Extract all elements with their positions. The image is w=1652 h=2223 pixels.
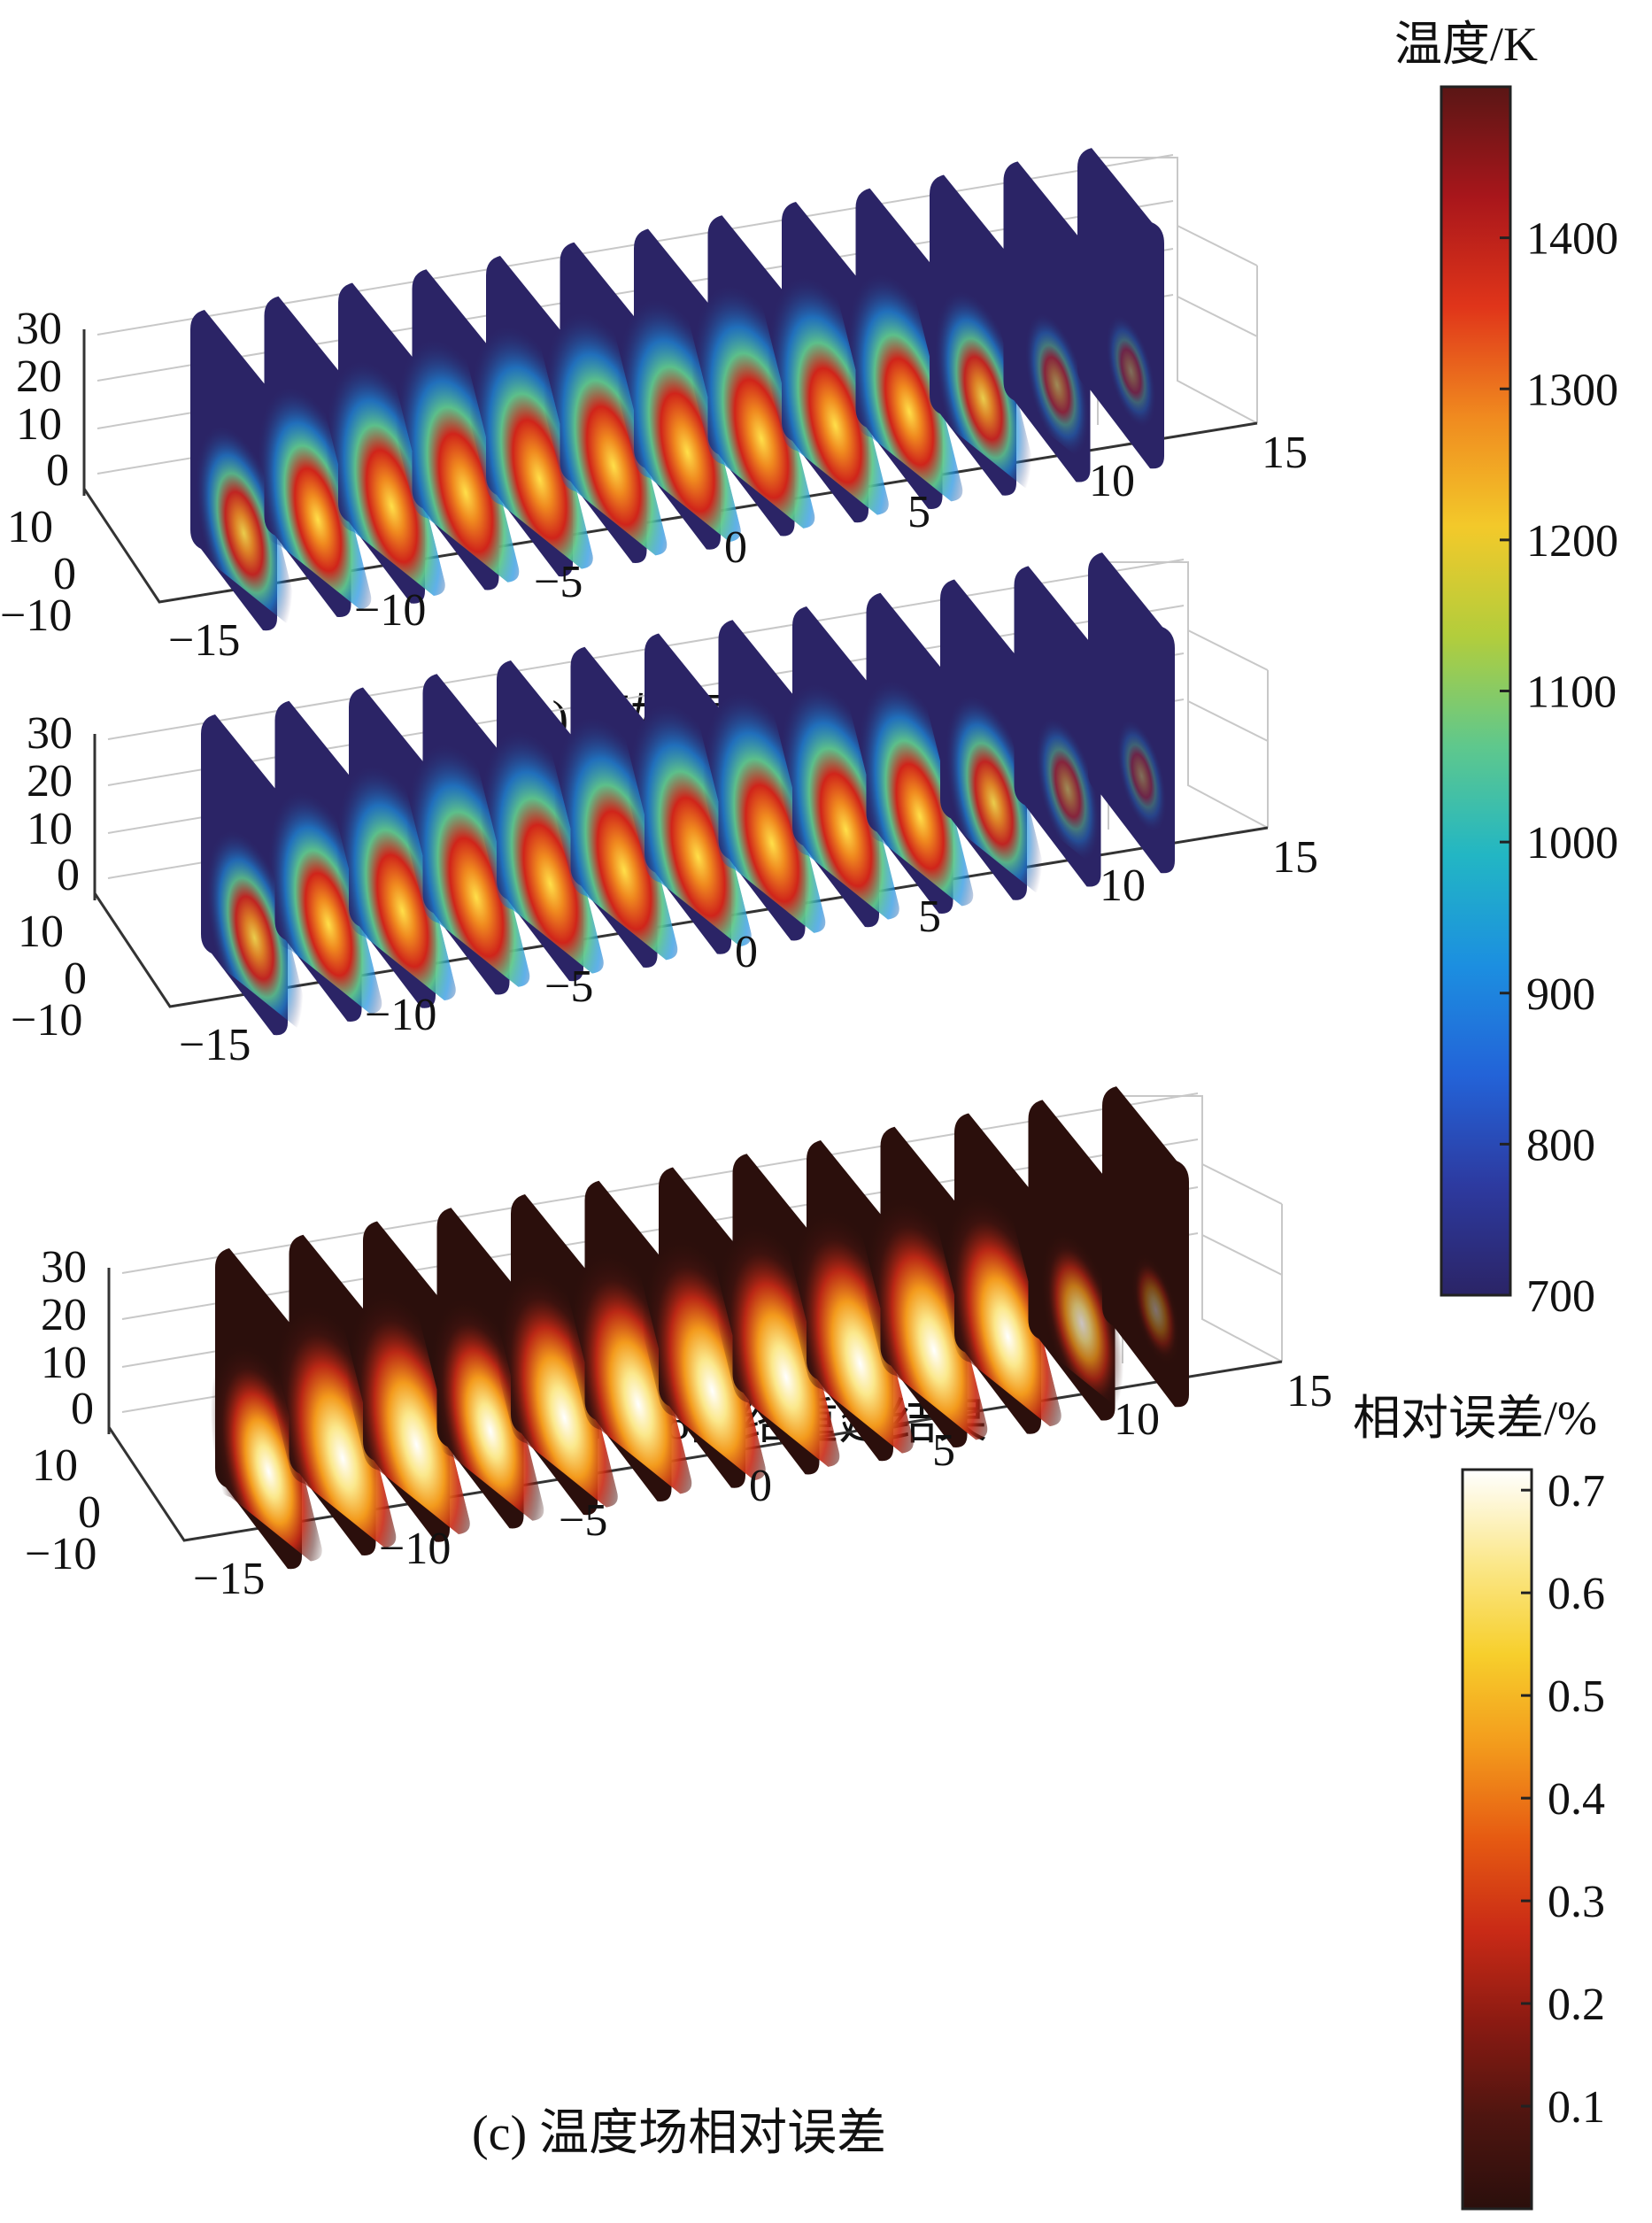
colorbar-tick-label: 0.3 [1548,1877,1605,1927]
x-tick-label: 10 [1089,456,1135,506]
slices [210,1086,1189,1579]
x-tick-label: −15 [193,1554,265,1604]
z-tick-label: 20 [27,756,73,807]
y-tick-label: 0 [64,953,87,1004]
z-tick-label: 30 [16,304,62,354]
slice-hotspot [1024,312,1090,458]
y-tick-label: 10 [7,502,53,552]
slice-hotspot [1116,719,1167,833]
x-tick-label: 5 [907,487,930,537]
x-tick-label: −15 [168,615,240,666]
colorbar-error: 相对误差/% 0.1 0.2 0.3 0.4 0.5 0.6 0.7 [1353,1392,1605,2211]
colorbar-temperature: 温度/K 700 800 900 1000 1100 1200 1300 1400 [1394,18,1618,1322]
x-tick-label: 15 [1272,832,1318,883]
colorbar-tick-label: 0.7 [1548,1466,1605,1517]
y-tick-label: −10 [11,995,82,1046]
x-tick-label: −5 [544,961,593,1012]
y-tick-label: 10 [32,1440,78,1491]
z-tick-label: 0 [57,850,80,900]
slice-hotspot [1035,716,1100,862]
x-tick-label: 5 [932,1425,955,1476]
x-tick-label: 15 [1286,1366,1332,1416]
colorbar-tick-label: 0.5 [1548,1671,1605,1722]
x-tick-label: 0 [724,522,747,573]
colorbar-title: 温度/K [1394,18,1538,71]
y-tick-label: 0 [53,549,76,599]
slice-13 [1102,1086,1189,1408]
z-tick-label: 0 [71,1384,94,1434]
colorbar-tick-label: 0.2 [1548,1980,1605,2030]
slice-hotspot [1131,1253,1181,1367]
colorbar-tick-label: 1200 [1526,516,1618,567]
slice-12 [1003,161,1091,482]
y-tick-label: −10 [25,1529,96,1579]
colorbar-tick-label: 1000 [1526,818,1618,868]
x-tick-label: 10 [1114,1394,1160,1445]
z-tick-label: 30 [41,1242,87,1293]
colorbar-tick-label: 700 [1526,1271,1595,1322]
x-tick-label: 5 [918,892,941,942]
x-tick-label: 10 [1100,861,1146,911]
colorbar-tick-label: 1400 [1526,214,1618,265]
z-tick-label: 20 [16,351,62,402]
slice-hotspot [1106,314,1156,428]
x-tick-label: −15 [179,1020,251,1070]
z-tick-label: 0 [46,445,69,496]
slices [190,148,1164,641]
z-tick-label: 10 [41,1338,87,1388]
colorbar-title: 相对误差/% [1353,1392,1597,1445]
x-tick-label: 0 [735,927,758,977]
slice-13 [1088,552,1175,874]
z-tick-label: 20 [41,1290,87,1340]
z-tick-label: 10 [16,399,62,450]
x-tick-label: −5 [534,557,583,607]
x-tick-label: −10 [379,1524,451,1574]
colorbar-tick-label: 0.4 [1548,1774,1605,1825]
x-tick-label: 15 [1262,428,1308,478]
z-tick-label: 30 [27,708,73,759]
colorbar-tick-label: 0.6 [1548,1569,1605,1619]
slice-13 [1077,148,1164,469]
panel-caption: (c) 温度场相对误差 [472,2106,886,2161]
colorbar-tick-label: 800 [1526,1120,1595,1170]
slice-12 [1014,566,1101,887]
y-tick-label: 0 [78,1487,101,1538]
slices [201,552,1175,1046]
x-tick-label: −10 [354,585,426,636]
x-tick-label: −5 [559,1495,607,1546]
colorbar-gradient [1461,1468,1533,2211]
x-tick-label: −10 [365,990,436,1040]
z-tick-label: 10 [27,804,73,854]
y-tick-label: 10 [18,907,64,957]
y-tick-label: −10 [0,590,72,641]
colorbar-tick-label: 1100 [1526,668,1617,718]
colorbar-tick-label: 1300 [1526,365,1618,415]
colorbar-tick-label: 900 [1526,969,1595,1020]
colorbar-tick-label: 0.1 [1548,2082,1605,2133]
x-tick-label: 0 [749,1461,772,1511]
